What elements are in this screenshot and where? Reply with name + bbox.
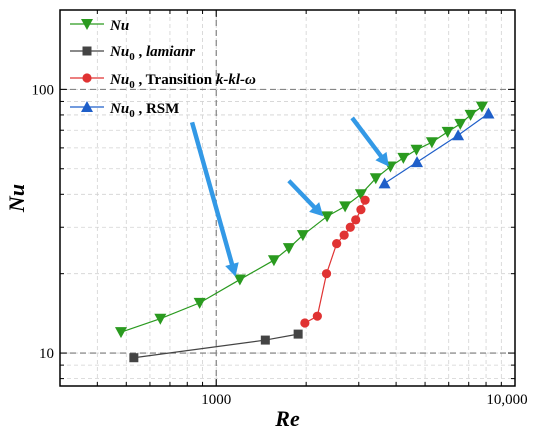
- data-point: [475, 101, 488, 113]
- legend-label: Nu: [109, 18, 129, 34]
- axis-ticks: [59, 9, 516, 386]
- legend-marker: [81, 101, 93, 112]
- legend-label: Nu0 , RSM: [109, 101, 179, 120]
- legend-marker: [82, 73, 92, 83]
- data-point: [425, 137, 438, 149]
- data-point: [454, 118, 467, 130]
- x-tick-label: 1000: [201, 392, 231, 408]
- legend-item-nu0-rsm: Nu0 , RSM: [70, 101, 179, 120]
- data-point: [332, 239, 342, 249]
- y-tick-label: 10: [39, 346, 54, 362]
- data-point: [464, 109, 477, 121]
- legend-item-nu0-laminar: Nu0 , lamianr: [70, 44, 195, 63]
- data-point: [233, 274, 246, 286]
- data-point: [300, 318, 310, 328]
- series-layer: [114, 101, 495, 363]
- legend-symbol: [70, 73, 104, 83]
- data-point: [312, 311, 322, 321]
- data-point: [360, 195, 370, 205]
- data-point: [356, 204, 366, 215]
- legend-label: Nu0 , Transition k-kl-ω: [109, 72, 256, 91]
- y-tick-label: 100: [32, 82, 55, 98]
- series-2: [300, 195, 370, 328]
- legend-symbol: [70, 19, 104, 30]
- series-0: [114, 101, 488, 339]
- data-point: [296, 230, 309, 242]
- legend-marker: [82, 46, 92, 56]
- legend-marker: [81, 19, 93, 30]
- annotation-arrow: [287, 179, 324, 217]
- annotation-arrow: [350, 116, 389, 167]
- data-point: [452, 129, 465, 141]
- annotation-arrow: [189, 121, 239, 277]
- data-point: [345, 222, 355, 232]
- data-point: [441, 126, 454, 138]
- data-point: [321, 211, 334, 223]
- data-point: [267, 255, 280, 267]
- plot-frame: [59, 9, 516, 387]
- data-point: [351, 215, 361, 225]
- series-line: [384, 113, 489, 184]
- legend: Nu Nu0 , lamianr Nu0 , Transition k-kl-ω…: [70, 18, 256, 120]
- legend-item-nu: Nu: [70, 18, 129, 34]
- legend-symbol: [70, 46, 104, 56]
- data-point: [114, 327, 127, 339]
- data-point: [193, 297, 206, 309]
- data-point: [410, 144, 423, 156]
- legend-item-nu0-transition: Nu0 , Transition k-kl-ω: [70, 72, 256, 91]
- data-point: [354, 189, 367, 201]
- series-1: [129, 329, 303, 363]
- data-point: [282, 243, 295, 255]
- y-axis-label: Nu: [4, 184, 29, 213]
- legend-label: Nu0 , lamianr: [109, 44, 195, 63]
- legend-symbol: [70, 101, 104, 112]
- data-point: [482, 107, 495, 119]
- data-point: [369, 173, 382, 185]
- reference-lines: [60, 10, 515, 386]
- data-point: [260, 335, 270, 345]
- data-point: [321, 269, 332, 279]
- data-point: [397, 152, 410, 164]
- data-point: [339, 230, 349, 240]
- data-point: [378, 177, 391, 189]
- data-point: [411, 156, 424, 168]
- x-tick-label: 10,000: [486, 392, 527, 408]
- data-point: [129, 353, 139, 363]
- annotation-arrows: [189, 116, 389, 277]
- series-3: [378, 107, 495, 189]
- data-point: [339, 201, 352, 213]
- data-point: [154, 313, 167, 325]
- data-point: [293, 329, 303, 339]
- x-axis-label: Re: [274, 406, 300, 431]
